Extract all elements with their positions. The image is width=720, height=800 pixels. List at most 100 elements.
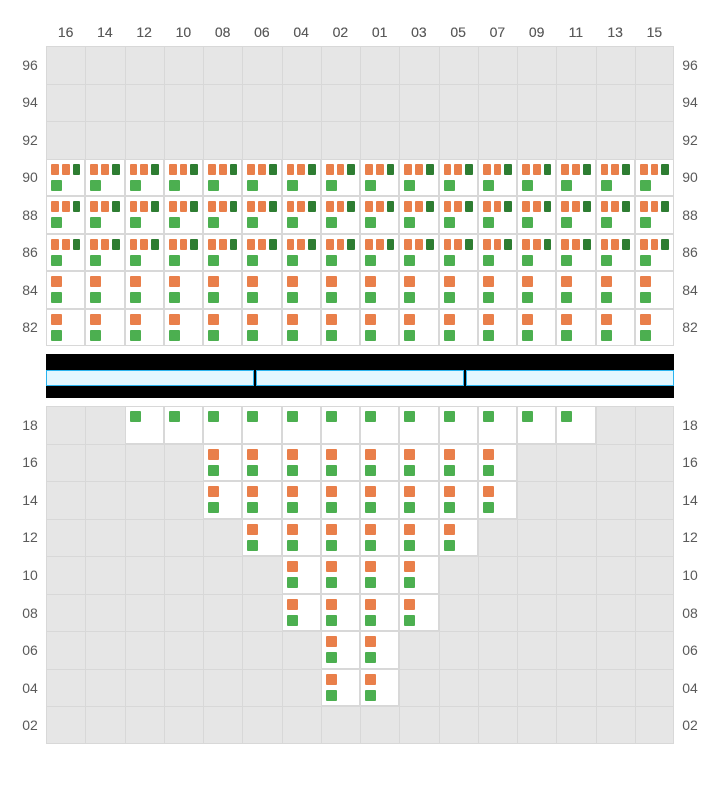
cell[interactable]: [360, 669, 399, 707]
cell[interactable]: [360, 444, 399, 482]
cell[interactable]: [203, 159, 242, 197]
cell[interactable]: [321, 196, 360, 234]
cell[interactable]: [517, 196, 556, 234]
cell[interactable]: [321, 594, 360, 632]
cell[interactable]: [360, 234, 399, 272]
cell[interactable]: [321, 556, 360, 594]
cell[interactable]: [478, 444, 517, 482]
cell[interactable]: [635, 159, 674, 197]
cell[interactable]: [360, 406, 399, 444]
cell[interactable]: [517, 271, 556, 309]
cell[interactable]: [164, 234, 203, 272]
cell[interactable]: [360, 309, 399, 347]
cell[interactable]: [556, 234, 595, 272]
cell[interactable]: [164, 406, 203, 444]
cell[interactable]: [125, 196, 164, 234]
cell[interactable]: [282, 556, 321, 594]
cell[interactable]: [321, 481, 360, 519]
cell[interactable]: [478, 309, 517, 347]
cell[interactable]: [321, 159, 360, 197]
cell[interactable]: [360, 159, 399, 197]
cell[interactable]: [321, 519, 360, 557]
cell[interactable]: [439, 309, 478, 347]
cell[interactable]: [439, 271, 478, 309]
cell[interactable]: [203, 196, 242, 234]
cell[interactable]: [517, 309, 556, 347]
cell[interactable]: [242, 444, 281, 482]
cell[interactable]: [399, 519, 438, 557]
cell[interactable]: [556, 159, 595, 197]
cell[interactable]: [399, 594, 438, 632]
cell[interactable]: [85, 196, 124, 234]
cell[interactable]: [282, 519, 321, 557]
cell[interactable]: [439, 444, 478, 482]
cell[interactable]: [321, 271, 360, 309]
cell[interactable]: [242, 481, 281, 519]
cell[interactable]: [242, 159, 281, 197]
cell[interactable]: [242, 271, 281, 309]
cell[interactable]: [399, 159, 438, 197]
cell[interactable]: [125, 406, 164, 444]
cell[interactable]: [242, 406, 281, 444]
cell[interactable]: [478, 271, 517, 309]
cell[interactable]: [596, 271, 635, 309]
cell[interactable]: [360, 481, 399, 519]
cell[interactable]: [282, 406, 321, 444]
cell[interactable]: [399, 271, 438, 309]
cell[interactable]: [242, 196, 281, 234]
cell[interactable]: [360, 631, 399, 669]
cell[interactable]: [321, 406, 360, 444]
cell[interactable]: [125, 234, 164, 272]
cell[interactable]: [635, 196, 674, 234]
cell[interactable]: [517, 159, 556, 197]
cell[interactable]: [203, 309, 242, 347]
cell[interactable]: [282, 196, 321, 234]
cell[interactable]: [164, 309, 203, 347]
cell[interactable]: [439, 481, 478, 519]
cell[interactable]: [635, 309, 674, 347]
cell[interactable]: [596, 159, 635, 197]
cell[interactable]: [439, 234, 478, 272]
cell[interactable]: [46, 159, 85, 197]
cell[interactable]: [478, 159, 517, 197]
cell[interactable]: [399, 309, 438, 347]
cell[interactable]: [282, 444, 321, 482]
cell[interactable]: [596, 234, 635, 272]
cell[interactable]: [517, 234, 556, 272]
cell[interactable]: [46, 309, 85, 347]
cell[interactable]: [360, 196, 399, 234]
cell[interactable]: [282, 309, 321, 347]
cell[interactable]: [439, 519, 478, 557]
cell[interactable]: [321, 669, 360, 707]
cell[interactable]: [125, 271, 164, 309]
cell[interactable]: [399, 444, 438, 482]
cell[interactable]: [282, 594, 321, 632]
cell[interactable]: [439, 159, 478, 197]
cell[interactable]: [399, 234, 438, 272]
cell[interactable]: [242, 519, 281, 557]
cell[interactable]: [282, 481, 321, 519]
cell[interactable]: [164, 196, 203, 234]
cell[interactable]: [242, 234, 281, 272]
cell[interactable]: [46, 196, 85, 234]
cell[interactable]: [203, 481, 242, 519]
cell[interactable]: [478, 196, 517, 234]
cell[interactable]: [321, 444, 360, 482]
cell[interactable]: [439, 406, 478, 444]
cell[interactable]: [596, 196, 635, 234]
cell[interactable]: [242, 309, 281, 347]
cell[interactable]: [556, 406, 595, 444]
cell[interactable]: [85, 159, 124, 197]
cell[interactable]: [635, 234, 674, 272]
cell[interactable]: [203, 234, 242, 272]
cell[interactable]: [478, 234, 517, 272]
cell[interactable]: [321, 631, 360, 669]
cell[interactable]: [635, 271, 674, 309]
cell[interactable]: [360, 519, 399, 557]
cell[interactable]: [125, 309, 164, 347]
cell[interactable]: [46, 271, 85, 309]
cell[interactable]: [399, 481, 438, 519]
cell[interactable]: [125, 159, 164, 197]
cell[interactable]: [282, 271, 321, 309]
cell[interactable]: [321, 309, 360, 347]
